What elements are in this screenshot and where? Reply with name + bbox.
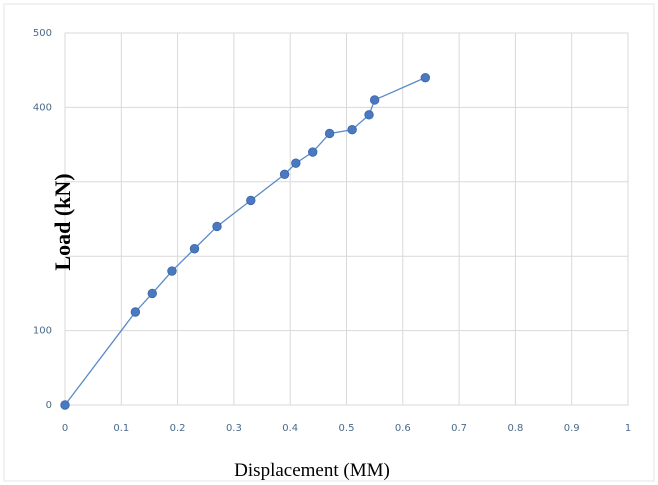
chart-border — [3, 3, 655, 482]
x-axis-ticks: 0 0.1 0.2 0.3 0.4 0.5 0.6 0.7 0.8 0.9 1 — [62, 423, 631, 434]
data-point — [212, 221, 222, 232]
plot-frame — [64, 32, 629, 406]
data-point — [347, 125, 357, 135]
data-point — [420, 72, 431, 83]
x-axis-title: Displacement (MM) — [234, 460, 390, 481]
x-tick-label: 0.3 — [226, 423, 242, 434]
x-tick-label: 0.1 — [113, 423, 129, 434]
data-point — [279, 169, 290, 180]
y-tick-label: 0 — [46, 400, 52, 411]
x-tick-label: 0.9 — [564, 423, 580, 434]
x-tick-label: 0.7 — [451, 423, 467, 434]
data-point — [308, 147, 318, 157]
data-point — [130, 307, 141, 317]
x-tick-label: 0.6 — [395, 423, 411, 434]
data-point — [147, 288, 157, 299]
x-tick-label: 0.2 — [170, 423, 186, 434]
y-tick-label: 400 — [33, 102, 52, 113]
y-tick-label: 500 — [33, 28, 52, 39]
series-line — [64, 77, 426, 406]
x-tick-label: 0.5 — [339, 423, 355, 434]
series-group — [60, 72, 431, 410]
y-tick-label: 100 — [33, 326, 52, 337]
data-point — [167, 266, 177, 276]
y-axis-ticks: 0 100 400 500 — [33, 28, 52, 411]
data-point — [324, 128, 335, 139]
plot-grid — [64, 32, 629, 406]
x-tick-label: 0.8 — [507, 423, 523, 434]
data-point — [369, 95, 380, 105]
data-point — [189, 244, 200, 254]
data-point — [364, 110, 374, 120]
data-point — [60, 400, 70, 410]
y-axis-title: Load (kN) — [50, 173, 75, 270]
x-tick-label: 1 — [625, 423, 631, 434]
x-tick-label: 0 — [62, 423, 68, 434]
data-point — [246, 195, 256, 206]
x-tick-label: 0.4 — [282, 423, 298, 434]
data-point — [291, 158, 301, 168]
